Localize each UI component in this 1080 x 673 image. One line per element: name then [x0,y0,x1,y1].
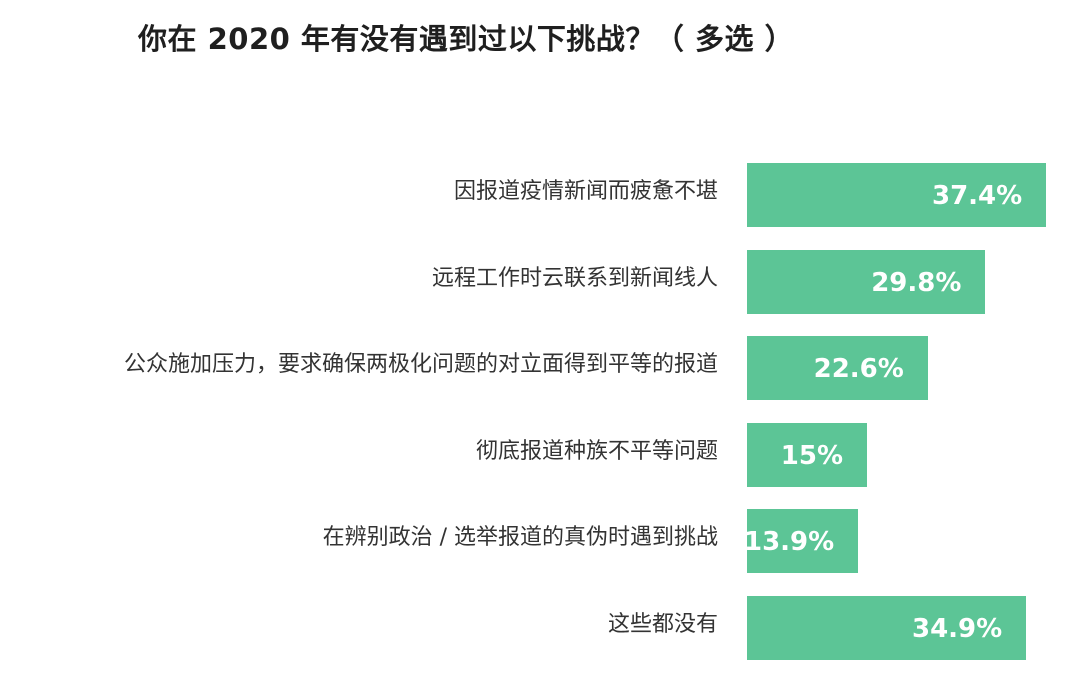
category-label: 在辨别政治 / 选举报道的真伪时遇到挑战 [322,525,718,551]
category-label: 公众施加压力，要求确保两极化问题的对立面得到平等的报道 [123,352,718,378]
bar [747,422,867,487]
category-label: 远程工作时云联系到新闻线人 [431,265,718,291]
bar-row: 因报道疫情新闻而疲惫不堪 37.4% [0,163,1080,227]
category-label: 彻底报道种族不平等问题 [475,438,718,464]
bar-row: 公众施加压力，要求确保两极化问题的对立面得到平等的报道 22.6% [0,336,1080,401]
category-label: 这些都没有 [607,612,718,637]
bar [747,249,986,314]
bar-row: 远程工作时云联系到新闻线人 29.8% [0,249,1080,314]
value-label: 15% [780,440,843,471]
value-label: 37.4% [932,181,1023,211]
bar-row: 这些都没有 34.9% [0,596,1080,660]
chart-title: 你在 2020 年有没有遇到过以下挑战？（ 多选 ） [138,22,795,56]
value-label: 29.8% [871,267,962,298]
bar [747,509,859,574]
bar [747,596,1027,660]
category-label: 因报道疫情新闻而疲惫不堪 [453,179,718,204]
bar [747,336,928,401]
bar-row: 在辨别政治 / 选举报道的真伪时遇到挑战 13.9% [0,509,1080,574]
bar-row: 彻底报道种族不平等问题 15% [0,422,1080,487]
value-label: 34.9% [912,614,1003,644]
bar [747,163,1047,227]
value-label: 22.6% [813,354,904,385]
value-label: 13.9% [744,527,835,558]
